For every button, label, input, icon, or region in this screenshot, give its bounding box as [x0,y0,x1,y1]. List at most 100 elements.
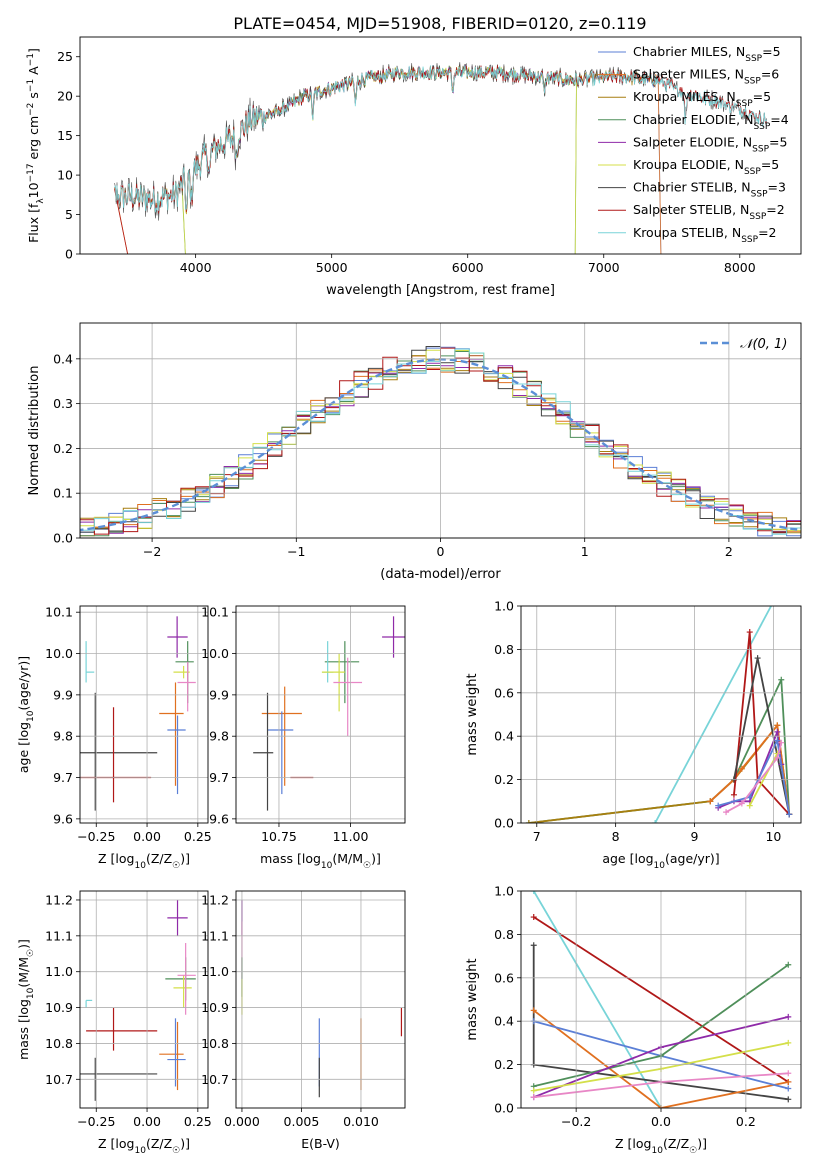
y-tick-label: 9.6 [53,811,73,826]
mass-weight-line [717,737,791,815]
point-marker [785,1039,792,1046]
panel-mass_weight_vs_age: 7 8 9 10 0.0 0.2 0.4 0.6 0.8 1.0 age [log10(age/yr… [465,599,802,871]
axes-frame [79,36,802,255]
y-tick-label: 11.1 [201,928,229,943]
data-point [333,657,363,737]
legend-label: Chabrier MILES, NSSP=5 [633,44,781,64]
y-tick-label: 11.0 [201,964,229,979]
data-point [382,616,405,658]
legend-label: Kroupa ELODIE, NSSP=5 [633,157,779,177]
y-tick-label: 10.1 [45,605,73,620]
point-marker [530,891,537,894]
y-tick-label: 11.1 [45,928,73,943]
point-marker [785,1078,792,1085]
point-marker [774,754,781,761]
y-axis-label: mass weight [465,673,480,755]
data-point [159,682,184,786]
y-tick-label: 0.8 [494,927,514,942]
x-tick-label: −2 [143,544,161,559]
x-tick-label: 0 [437,544,445,559]
y-tick-label: 1.0 [494,884,514,899]
x-tick-label: −0.25 [77,829,115,844]
point-marker [723,809,730,816]
point-marker [530,1007,537,1014]
data-point [167,616,188,658]
y-axis-label: Flux [fλ10−17 erg cm−2 s−1 A−1] [26,48,46,243]
plot-area [80,616,196,811]
x-tick-label: 0.2 [736,1114,756,1129]
y-tick-label: 10.0 [201,646,229,661]
y-tick-label: 0.8 [494,642,514,657]
mass-weight-line [725,742,783,813]
point-marker [652,820,659,823]
y-tick-label: 0.1 [53,486,73,501]
y-tick-label: 11.0 [45,964,73,979]
y-tick-label: 9.9 [209,687,229,702]
y-tick-label: 10.8 [45,1036,73,1051]
y-tick-label: 0.2 [53,441,73,456]
x-tick-label: 0.000 [224,1114,260,1129]
x-tick-label: 10 [765,829,781,844]
y-tick-label: 5 [65,207,73,222]
point-marker [786,811,793,818]
x-tick-label: 0.005 [284,1114,320,1129]
y-tick-label: 10.7 [45,1072,73,1087]
y-tick-label: 1.0 [494,599,514,614]
point-marker [746,629,753,636]
y-axis-label: age [log10(age/yr)] [16,656,36,773]
panel-mass_weight_vs_Z: −0.2 0.0 0.2 0.0 0.2 0.4 0.6 0.8 1.0 Z [log10(Z/Z… [465,884,802,1156]
x-tick-label: −0.2 [561,1114,591,1129]
point-marker [707,798,714,805]
y-tick-label: 9.6 [209,811,229,826]
legend-label: Chabrier STELIB, NSSP=3 [633,180,786,200]
y-tick-label: 10.8 [201,1036,229,1051]
point-marker [730,791,737,798]
x-tick-label: 5000 [316,260,348,275]
x-tick-label: 11.00 [333,829,369,844]
legend-label: Salpeter ELODIE, NSSP=5 [633,134,787,154]
point-marker [778,676,785,683]
x-axis-label: Z [log10(Z/Z☉)] [615,1136,707,1156]
y-axis-label: mass weight [465,958,480,1040]
point-marker [785,1085,792,1092]
data-point [267,711,294,795]
x-axis-label: Z [log10(Z/Z☉)] [98,1136,190,1156]
x-axis-label: (data-model)/error [380,567,501,582]
axes-frame [79,605,209,824]
data-point [167,899,188,936]
axes-frame [79,890,209,1109]
point-marker [738,800,745,807]
x-tick-label: 8000 [724,260,756,275]
y-tick-label: 10.9 [201,1000,229,1015]
x-axis-label: age [log10(age/yr)] [602,851,719,871]
y-axis-label: Normed distribution [27,366,42,496]
mass-weight-line [654,606,773,823]
point-marker [774,737,781,744]
data-point [167,715,186,795]
data-point [253,692,274,811]
x-tick-label: −0.25 [77,1114,115,1129]
point-marker [530,1094,537,1101]
y-tick-label: 10.1 [201,605,229,620]
y-tick-label: 10 [57,168,73,183]
x-tick-label: 2 [725,544,733,559]
y-tick-label: 0 [65,247,73,262]
y-tick-label: 0.0 [494,816,514,831]
axes-frame [235,890,406,1109]
point-marker [530,1087,537,1094]
x-tick-label: 0.00 [133,829,161,844]
y-tick-label: 0.4 [53,351,73,366]
data-point [173,975,192,1008]
x-axis-label: wavelength [Angstrom, rest frame] [326,283,555,298]
y-tick-label: 10.7 [201,1072,229,1087]
panel-age_vs_mass: 10.75 11.00 9.6 9.7 9.8 9.9 10.0 10.1 mass [log1… [201,605,406,871]
x-tick-label: 4000 [180,260,212,275]
y-tick-label: 9.8 [209,729,229,744]
x-tick-label: 7 [533,829,541,844]
y-tick-label: 25 [57,49,73,64]
y-tick-label: 0.2 [494,772,514,787]
panel-age_vs_Z: −0.25 0.00 0.25 9.6 9.7 9.8 9.9 10.0 10.1 Z [log1… [16,605,212,871]
x-tick-label: 8 [612,829,620,844]
y-tick-label: 10.0 [45,646,73,661]
